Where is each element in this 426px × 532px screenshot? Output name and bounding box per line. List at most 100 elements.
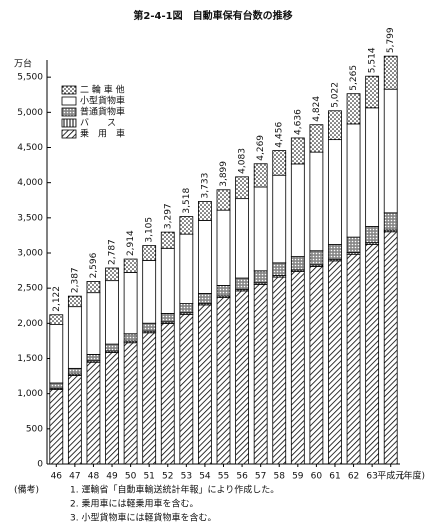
bar-segment bbox=[346, 93, 361, 125]
bar-segment bbox=[383, 55, 398, 90]
x-tick-label: 47 bbox=[69, 472, 80, 482]
x-tick-label: 49 bbox=[106, 472, 118, 482]
x-tick-label: 59 bbox=[292, 472, 304, 482]
bar-segment bbox=[49, 382, 64, 389]
bar-segment bbox=[123, 333, 138, 342]
bar-segment bbox=[383, 231, 398, 465]
y-tick-label: 1,500 bbox=[17, 354, 43, 364]
x-tick-label: 51 bbox=[143, 472, 154, 482]
x-tick-label: 58 bbox=[274, 472, 286, 482]
legend-swatch bbox=[61, 129, 77, 139]
bar-segment bbox=[142, 332, 157, 465]
bar-segment bbox=[67, 295, 82, 308]
bar-segment bbox=[86, 354, 101, 362]
bar-segment bbox=[365, 226, 380, 244]
bar-segment bbox=[216, 285, 231, 297]
chart-title: 第2-4-1図 自動車保有台数の推移 bbox=[133, 9, 292, 22]
legend-label: バ ス bbox=[80, 118, 116, 129]
bar-segment bbox=[86, 361, 101, 465]
x-tick-label: 50 bbox=[125, 472, 137, 482]
x-tick-label: 57 bbox=[255, 472, 266, 482]
bar-segment bbox=[142, 245, 157, 261]
bar-segment bbox=[123, 342, 138, 465]
bar-segment bbox=[272, 174, 287, 264]
bar-segment bbox=[86, 292, 101, 355]
note: 1. 運輸省「自動車輸送統計年報」により作成した。 bbox=[70, 484, 279, 496]
bar-segment bbox=[272, 150, 287, 176]
legend-label: 乗 用 車 bbox=[80, 128, 125, 140]
bar-segment bbox=[142, 322, 157, 332]
y-tick-label: 500 bbox=[26, 424, 43, 434]
legend-label: 普通貨物車 bbox=[80, 106, 125, 118]
total-label: 2,596 bbox=[89, 252, 99, 278]
bar-segment bbox=[142, 259, 157, 324]
legend-label: 小型貨物車 bbox=[80, 95, 125, 107]
y-axis-label: 万台 bbox=[14, 58, 32, 70]
legend-swatch bbox=[61, 85, 77, 95]
x-tick-label: 54 bbox=[199, 472, 211, 482]
bar-segment bbox=[49, 389, 64, 465]
total-label: 4,456 bbox=[275, 122, 285, 148]
bar-segment bbox=[179, 233, 194, 304]
bar-segment bbox=[105, 343, 119, 352]
bar-segment bbox=[216, 209, 231, 286]
x-tick-label: 平成元 bbox=[377, 470, 404, 482]
bar-segment bbox=[309, 124, 324, 153]
y-tick-label: 4,500 bbox=[17, 143, 43, 153]
bar-segment bbox=[105, 267, 119, 282]
bar-segment bbox=[160, 231, 175, 249]
bar-segment bbox=[328, 139, 342, 245]
x-tick-label: 62 bbox=[348, 472, 359, 482]
bar-segment bbox=[235, 176, 249, 200]
bar-segment bbox=[198, 201, 212, 221]
bar-segment bbox=[309, 151, 324, 252]
bar-segment bbox=[253, 186, 268, 272]
y-tick-label: 5,000 bbox=[17, 108, 43, 118]
bar-segment bbox=[346, 236, 361, 253]
total-label: 5,022 bbox=[330, 82, 340, 108]
bar-segment bbox=[235, 198, 249, 279]
bar-segment bbox=[160, 247, 175, 314]
total-label: 2,122 bbox=[52, 286, 62, 312]
x-tick-label: 63 bbox=[366, 472, 377, 482]
bar-segment bbox=[253, 163, 268, 188]
bar-segment bbox=[198, 293, 212, 304]
total-label: 2,914 bbox=[126, 230, 136, 256]
y-tick-label: 5,500 bbox=[17, 73, 43, 83]
x-tick-label: 46 bbox=[51, 472, 63, 482]
bar-segment bbox=[179, 303, 194, 314]
bar-segment bbox=[49, 324, 64, 384]
total-label: 5,514 bbox=[368, 47, 378, 73]
legend-swatch bbox=[61, 107, 77, 117]
total-label: 2,787 bbox=[108, 239, 118, 265]
bar-segment bbox=[160, 313, 175, 323]
bar-segment bbox=[216, 189, 231, 211]
total-label: 2,387 bbox=[70, 267, 80, 293]
bar-segment bbox=[179, 313, 194, 465]
legend-label: 二 輪 車 他 bbox=[80, 84, 125, 96]
bar-segment bbox=[272, 262, 287, 276]
total-label: 3,105 bbox=[145, 217, 155, 243]
legend-swatch bbox=[61, 96, 77, 106]
total-label: 4,824 bbox=[312, 96, 322, 122]
x-axis-label: (年度) bbox=[400, 470, 425, 482]
y-tick-label: 3,500 bbox=[17, 213, 43, 223]
bar-segment bbox=[383, 88, 398, 214]
total-label: 5,799 bbox=[386, 27, 396, 53]
bar-segment bbox=[253, 270, 268, 284]
bar-segment bbox=[49, 314, 64, 325]
y-tick-label: 3,000 bbox=[17, 249, 43, 259]
bar-segment bbox=[328, 260, 342, 465]
note: (備考) bbox=[14, 484, 39, 496]
bar-segment bbox=[383, 212, 398, 231]
bar-segment bbox=[346, 123, 361, 238]
total-label: 5,265 bbox=[349, 65, 359, 91]
y-tick-label: 2,000 bbox=[17, 319, 43, 329]
x-tick-label: 61 bbox=[329, 472, 340, 482]
bar-segment bbox=[67, 375, 82, 465]
x-tick-label: 55 bbox=[218, 472, 229, 482]
bar-segment bbox=[67, 367, 82, 375]
x-tick-label: 56 bbox=[236, 472, 248, 482]
total-label: 3,518 bbox=[182, 188, 192, 214]
